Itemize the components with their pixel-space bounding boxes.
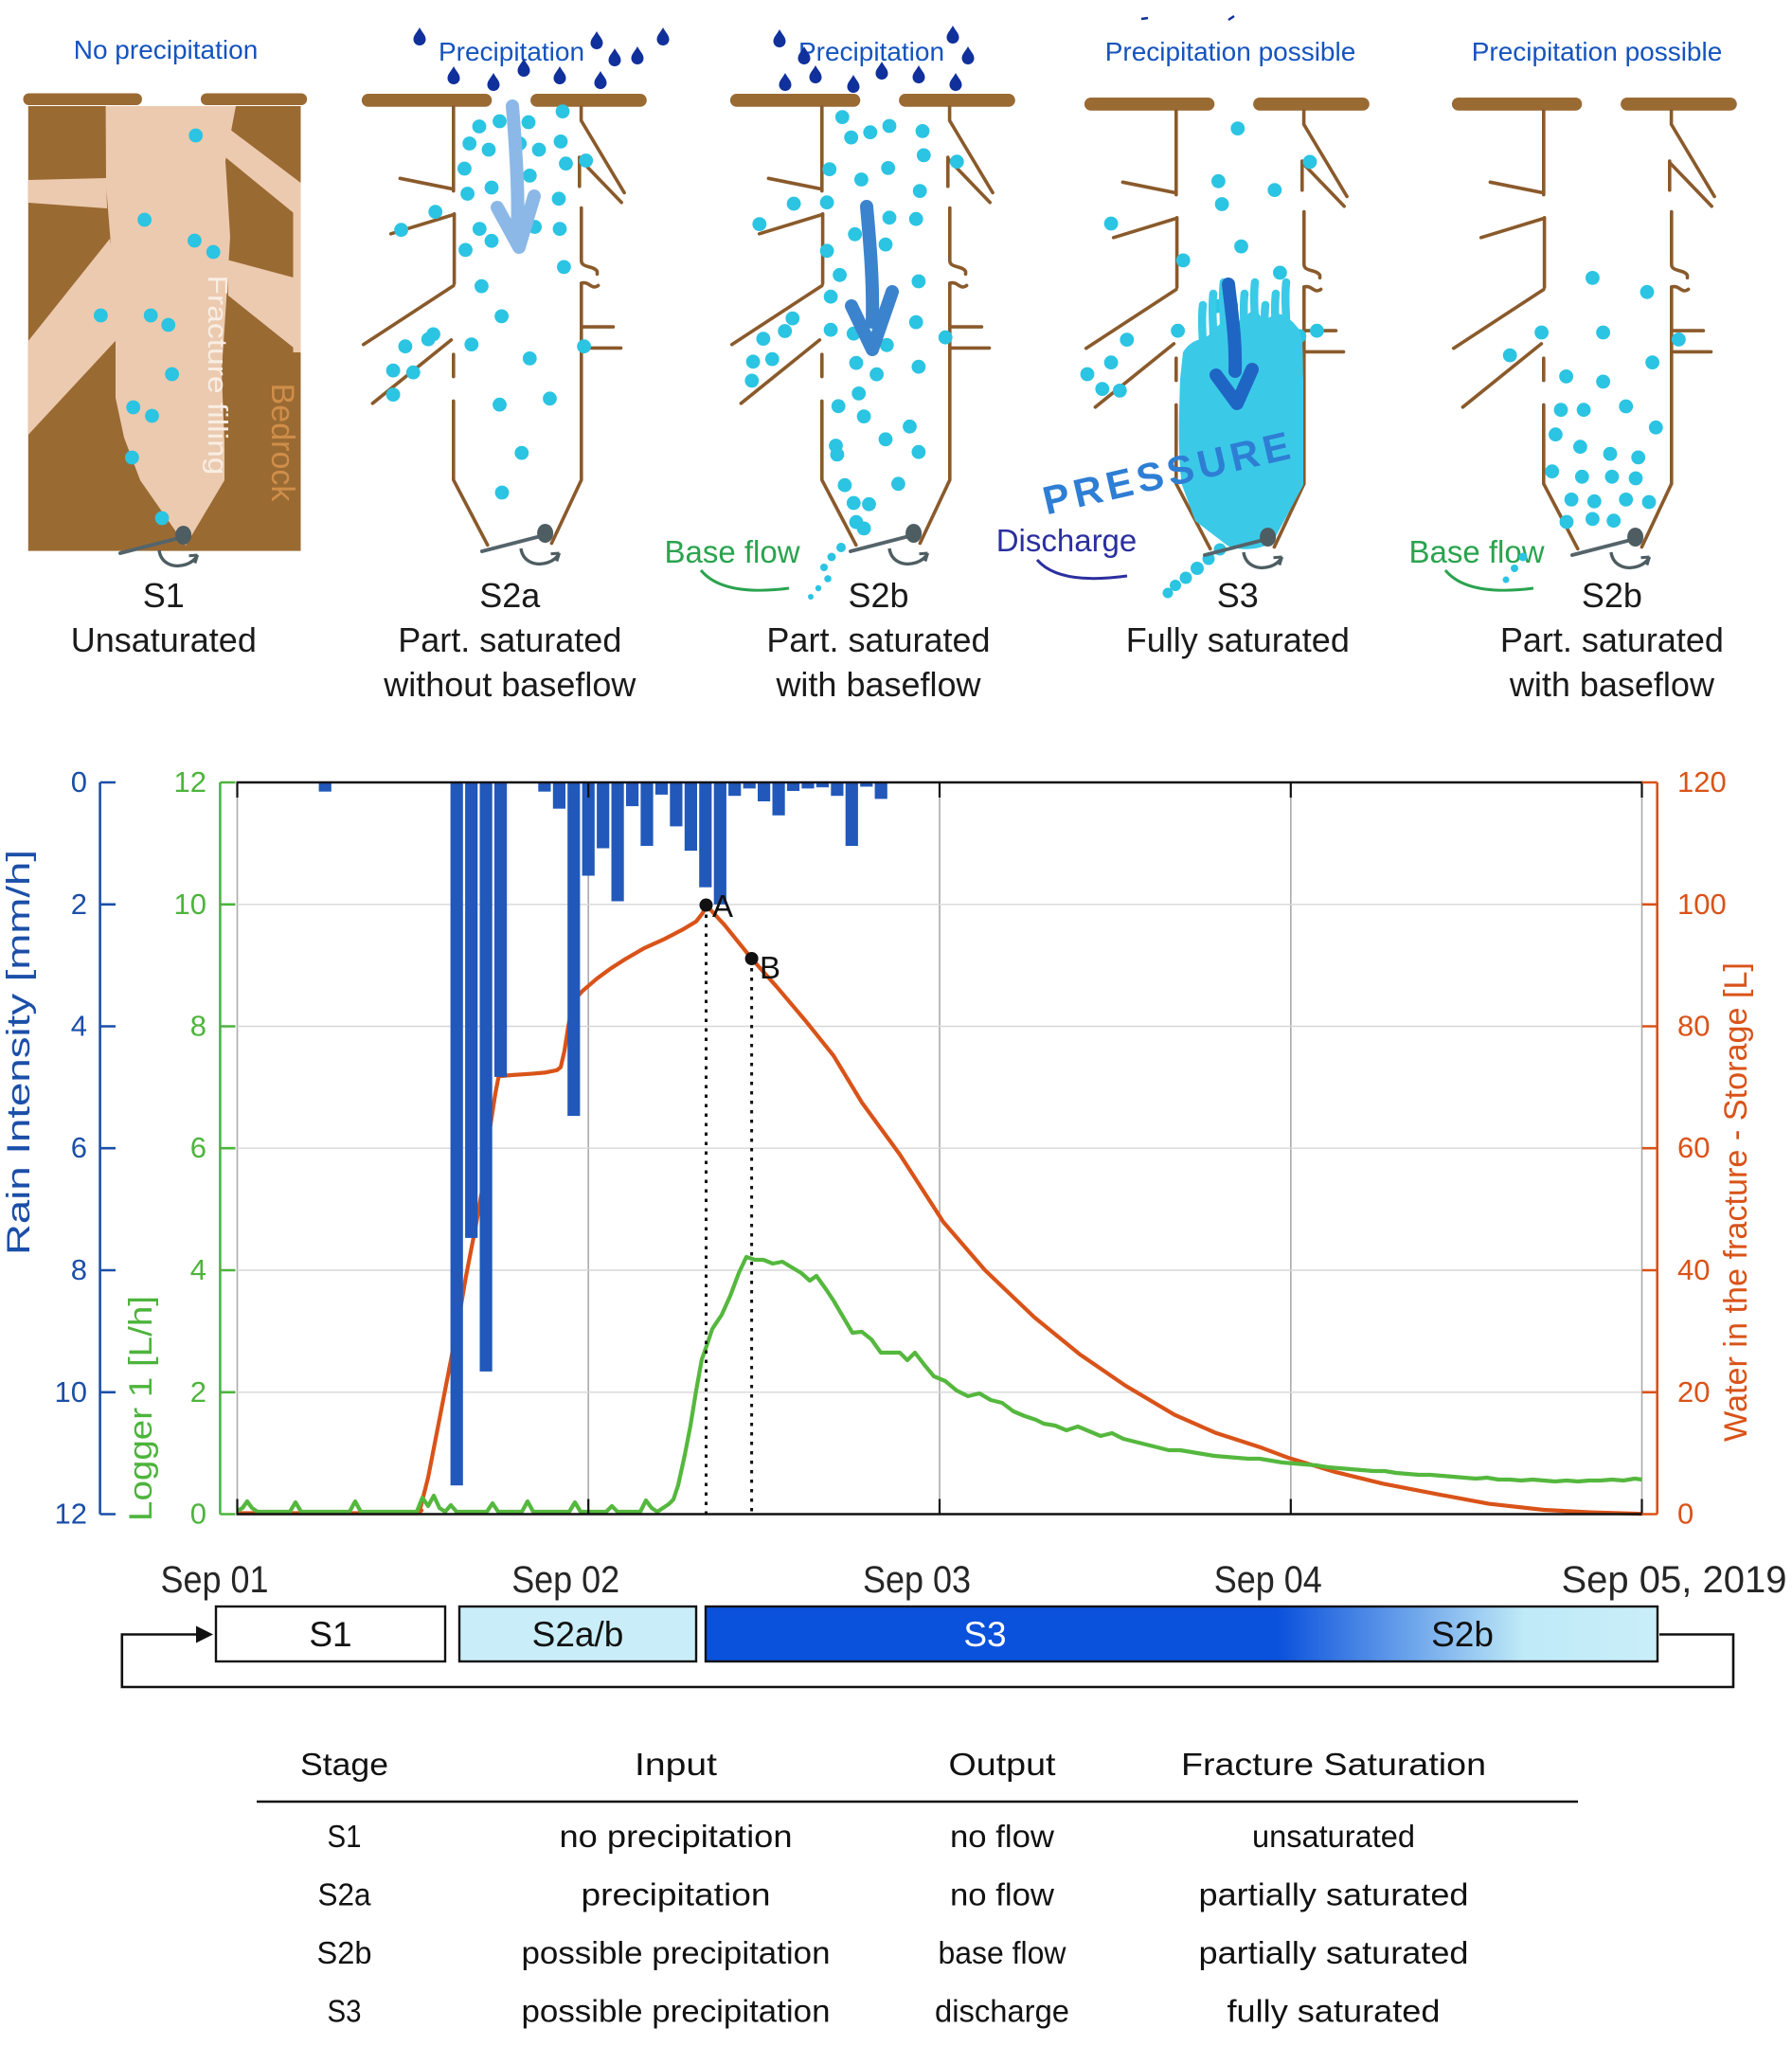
svg-text:partially saturated: partially saturated	[1199, 1877, 1469, 1912]
svg-text:12: 12	[174, 765, 206, 799]
svg-text:B: B	[760, 950, 780, 985]
svg-text:S2b: S2b	[1582, 576, 1642, 615]
svg-text:Output: Output	[949, 1747, 1056, 1782]
svg-text:Sep 04: Sep 04	[1214, 1559, 1322, 1601]
svg-text:with baseflow: with baseflow	[775, 665, 981, 704]
svg-text:with baseflow: with baseflow	[1509, 665, 1715, 704]
svg-text:fully saturated: fully saturated	[1228, 1994, 1441, 2029]
svg-text:2: 2	[71, 888, 87, 921]
svg-text:Part. saturated: Part. saturated	[398, 620, 621, 659]
svg-text:Precipitation: Precipitation	[798, 37, 944, 66]
svg-text:Precipitation possible: Precipitation possible	[1472, 37, 1723, 66]
svg-text:S2b: S2b	[848, 576, 908, 615]
svg-text:60: 60	[1677, 1131, 1710, 1164]
svg-text:S2a: S2a	[479, 576, 541, 615]
svg-text:40: 40	[1677, 1253, 1710, 1286]
svg-text:Logger 1 [L/h]: Logger 1 [L/h]	[123, 1296, 159, 1521]
svg-text:A: A	[712, 888, 733, 924]
svg-text:10: 10	[55, 1375, 87, 1409]
svg-text:base flow: base flow	[939, 1935, 1066, 1970]
svg-text:8: 8	[71, 1253, 87, 1286]
svg-text:no precipitation: no precipitation	[560, 1819, 793, 1854]
svg-text:8: 8	[190, 1010, 206, 1043]
svg-text:Rain Intensity [mm/h]: Rain Intensity [mm/h]	[1, 850, 37, 1255]
svg-text:discharge: discharge	[935, 1994, 1069, 2029]
svg-text:120: 120	[1677, 765, 1727, 799]
svg-text:Bedrock: Bedrock	[264, 384, 300, 503]
svg-text:S2a/b: S2a/b	[532, 1615, 624, 1654]
svg-text:no flow: no flow	[950, 1819, 1054, 1854]
svg-text:80: 80	[1677, 1010, 1710, 1043]
svg-text:Base flow: Base flow	[664, 534, 799, 569]
svg-text:S3: S3	[963, 1615, 1006, 1654]
svg-text:unsaturated: unsaturated	[1252, 1819, 1415, 1854]
svg-text:Part. saturated: Part. saturated	[1500, 620, 1724, 659]
svg-text:4: 4	[190, 1253, 206, 1286]
svg-text:Sep 03: Sep 03	[863, 1559, 971, 1601]
svg-text:0: 0	[190, 1498, 206, 1531]
svg-text:S2b: S2b	[317, 1935, 372, 1970]
svg-text:Part. saturated: Part. saturated	[766, 620, 990, 659]
svg-text:Fully saturated: Fully saturated	[1126, 620, 1350, 659]
svg-text:S1: S1	[309, 1615, 351, 1654]
svg-text:S2b: S2b	[1431, 1615, 1494, 1654]
svg-text:Sep 01: Sep 01	[161, 1559, 269, 1601]
svg-text:Precipitation: Precipitation	[439, 37, 584, 66]
svg-text:4: 4	[71, 1010, 87, 1043]
svg-text:Stage: Stage	[300, 1747, 388, 1782]
svg-text:2: 2	[190, 1375, 206, 1409]
svg-text:0: 0	[1677, 1498, 1693, 1531]
svg-text:6: 6	[71, 1131, 87, 1164]
svg-text:0: 0	[71, 765, 87, 799]
svg-text:S1: S1	[143, 576, 185, 615]
svg-text:S3: S3	[1217, 576, 1259, 615]
svg-text:100: 100	[1677, 888, 1727, 921]
svg-text:Precipitation possible: Precipitation possible	[1105, 37, 1356, 66]
svg-text:Sep 02: Sep 02	[511, 1559, 619, 1601]
svg-text:possible precipitation: possible precipitation	[522, 1935, 831, 1970]
svg-text:Base flow: Base flow	[1408, 534, 1544, 569]
svg-text:S2a: S2a	[318, 1877, 372, 1912]
svg-text:possible precipitation: possible precipitation	[522, 1994, 831, 2029]
svg-text:6: 6	[190, 1131, 206, 1164]
svg-text:partially saturated: partially saturated	[1199, 1935, 1469, 1970]
svg-text:S3: S3	[328, 1994, 362, 2029]
svg-text:Discharge: Discharge	[996, 523, 1138, 558]
svg-text:12: 12	[55, 1498, 87, 1531]
svg-text:precipitation: precipitation	[582, 1877, 771, 1912]
svg-text:Fracture filling: Fracture filling	[202, 276, 232, 476]
svg-text:Fracture Saturation: Fracture Saturation	[1181, 1747, 1486, 1782]
svg-text:S1: S1	[328, 1819, 362, 1854]
svg-text:Unsaturated: Unsaturated	[71, 620, 257, 659]
svg-text:no flow: no flow	[950, 1877, 1054, 1912]
svg-text:10: 10	[174, 888, 206, 921]
svg-text:Water in the fracture - Storag: Water in the fracture - Storage [L]	[1718, 962, 1754, 1442]
svg-text:without baseflow: without baseflow	[383, 665, 636, 704]
svg-text:Input: Input	[635, 1747, 717, 1782]
svg-text:20: 20	[1677, 1375, 1710, 1409]
svg-text:Sep 05, 2019: Sep 05, 2019	[1562, 1559, 1787, 1601]
svg-text:No precipitation: No precipitation	[74, 35, 259, 64]
